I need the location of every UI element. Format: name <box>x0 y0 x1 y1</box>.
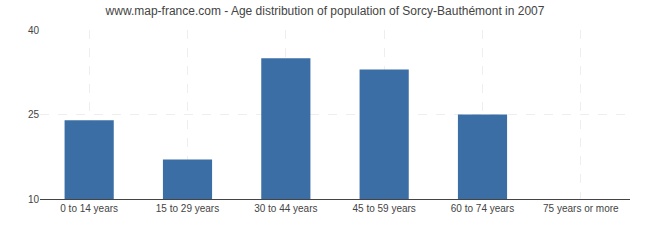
svg-text:10: 10 <box>28 194 40 205</box>
svg-text:30 to 44 years: 30 to 44 years <box>254 203 317 214</box>
svg-text:45 to 59 years: 45 to 59 years <box>352 203 415 214</box>
svg-text:60 to 74 years: 60 to 74 years <box>451 203 514 214</box>
svg-text:15 to 29 years: 15 to 29 years <box>156 203 219 214</box>
svg-text:0 to 14 years: 0 to 14 years <box>60 203 118 214</box>
svg-text:40: 40 <box>28 25 40 36</box>
svg-text:75 years or more: 75 years or more <box>543 203 619 214</box>
svg-text:25: 25 <box>28 109 40 120</box>
svg-text:www.map-france.com - Age distr: www.map-france.com - Age distribution of… <box>105 4 545 18</box>
